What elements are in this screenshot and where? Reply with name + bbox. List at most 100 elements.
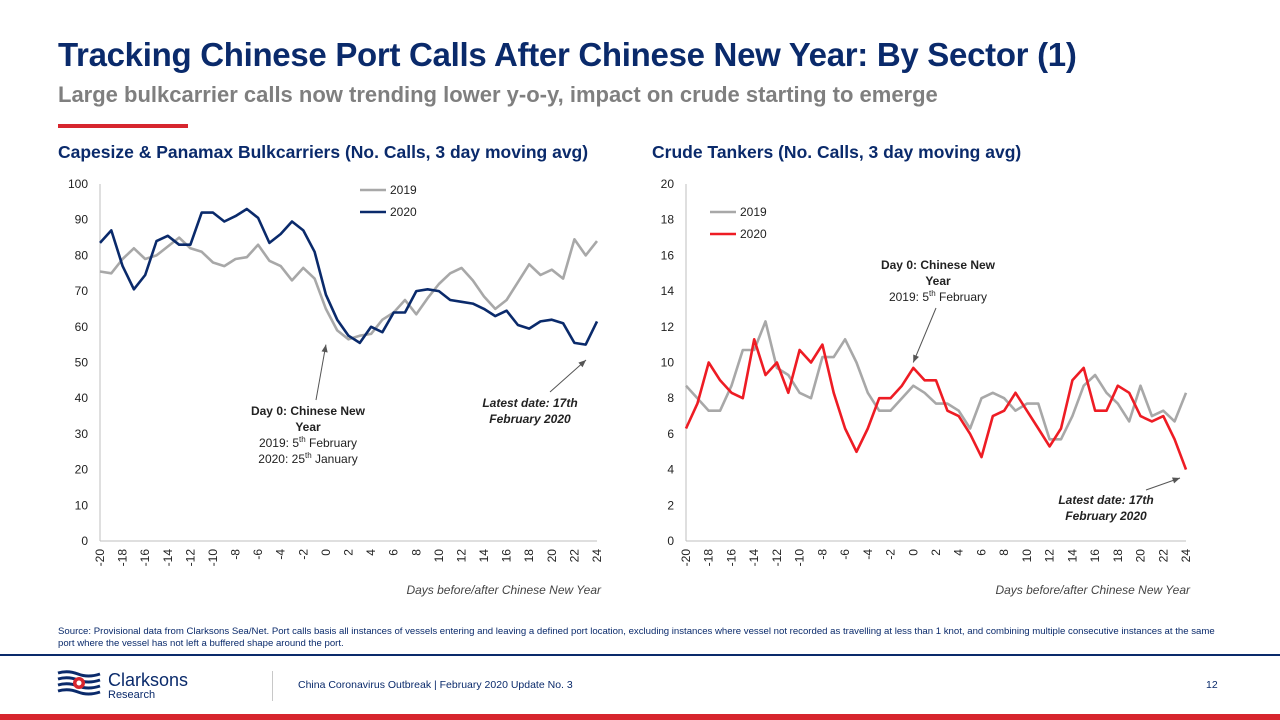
x-tick-label: 20: [1134, 549, 1148, 563]
x-tick-label: -18: [116, 549, 130, 567]
x-tick-label: -10: [793, 549, 807, 567]
source-note: Source: Provisional data from Clarksons …: [58, 626, 1215, 649]
series-line-2019: [99, 236, 599, 341]
x-tick-label: -4: [861, 549, 875, 560]
y-tick-label: 14: [661, 284, 675, 298]
x-tick-label: -6: [251, 549, 265, 560]
x-tick-label: -10: [206, 549, 220, 567]
x-tick-label: -14: [747, 549, 761, 567]
x-tick-label: 24: [590, 549, 604, 563]
page-title: Tracking Chinese Port Calls After Chines…: [58, 36, 1077, 73]
y-tick-label: 4: [667, 463, 674, 477]
report-name: China Coronavirus Outbreak | February 20…: [298, 679, 573, 691]
series-line-2020: [684, 338, 1188, 471]
x-tick-label: 22: [1156, 549, 1170, 563]
x-tick-label: -8: [815, 549, 829, 560]
x-tick-label: 8: [997, 549, 1011, 556]
day0-arrow-head: [321, 344, 328, 353]
day0-2019-label: 2019: 5th February: [889, 289, 987, 304]
x-tick-label: -18: [702, 549, 716, 567]
x-tick-label: -16: [724, 549, 738, 567]
y-tick-label: 12: [661, 320, 675, 334]
y-tick-label: 0: [81, 534, 88, 548]
latest-label-line2: February 2020: [1065, 509, 1147, 523]
page-number: 12: [1206, 679, 1218, 691]
x-tick-label: 12: [1043, 549, 1057, 563]
chart-title-crude: Crude Tankers (No. Calls, 3 day moving a…: [652, 142, 1022, 162]
y-tick-label: 2: [667, 498, 674, 512]
x-tick-label: 14: [1065, 549, 1079, 563]
x-tick-label: 0: [906, 549, 920, 556]
logo-name: Clarksons: [108, 670, 189, 690]
day0-title-line1: Day 0: Chinese New: [251, 404, 366, 418]
y-tick-label: 8: [667, 391, 674, 405]
x-tick-label: 24: [1179, 549, 1193, 563]
latest-arrow-head: [578, 360, 586, 368]
x-tick-label: 12: [454, 549, 468, 563]
y-tick-label: 6: [667, 427, 674, 441]
page-subtitle: Large bulkcarrier calls now trending low…: [58, 82, 938, 107]
x-tick-label: -2: [296, 549, 310, 560]
x-tick-label: 4: [952, 549, 966, 556]
latest-label-line1: Latest date: 17th: [1058, 493, 1153, 507]
x-tick-label: 10: [1020, 549, 1034, 563]
x-axis-label: Days before/after Chinese New Year: [406, 583, 602, 597]
x-tick-label: -20: [93, 549, 107, 567]
clarksons-flag-icon: [56, 670, 102, 698]
day0-2020-label: 2020: 25th January: [258, 451, 357, 466]
x-tick-label: -6: [838, 549, 852, 560]
latest-label-line2: February 2020: [489, 412, 571, 426]
y-tick-label: 20: [661, 177, 675, 191]
x-tick-label: 20: [545, 549, 559, 563]
x-tick-label: -8: [229, 549, 243, 560]
x-tick-label: 16: [1088, 549, 1102, 563]
y-tick-label: 18: [661, 213, 675, 227]
y-tick-label: 50: [75, 356, 89, 370]
footer-red-bar: [0, 714, 1280, 720]
x-tick-label: 18: [1111, 549, 1125, 563]
footer-divider: [0, 654, 1280, 656]
y-tick-label: 0: [667, 534, 674, 548]
x-tick-label: 14: [477, 549, 491, 563]
x-tick-label: 4: [364, 549, 378, 556]
day0-arrow: [315, 344, 327, 401]
y-tick-label: 90: [75, 213, 89, 227]
day0-arrow: [912, 307, 937, 363]
x-tick-label: -12: [770, 549, 784, 567]
day0-title-line2: Year: [925, 274, 951, 288]
day0-title-line1: Day 0: Chinese New: [881, 258, 996, 272]
x-axis-label: Days before/after Chinese New Year: [995, 583, 1191, 597]
y-tick-label: 40: [75, 391, 89, 405]
x-tick-label: -4: [274, 549, 288, 560]
day0-arrow-head: [913, 354, 919, 363]
chart-crude: 0 2 4 6 8 10 12 14 16 18 20 -20 -18 -16 -14 -12 -10 -8 -6-…: [630, 170, 1220, 615]
x-tick-label: -14: [161, 549, 175, 567]
x-tick-label: -2: [884, 549, 898, 560]
title-accent-bar: [58, 124, 188, 128]
series-line-2020: [99, 207, 599, 346]
day0-title-line2: Year: [295, 420, 321, 434]
x-tick-label: 16: [500, 549, 514, 563]
logo-subtitle: Research: [108, 689, 156, 701]
y-tick-label: 16: [661, 248, 675, 262]
legend-label-2020: 2020: [390, 205, 417, 219]
x-tick-label: 8: [409, 549, 423, 556]
y-tick-label: 80: [75, 248, 89, 262]
chart-title-bulk: Capesize & Panamax Bulkcarriers (No. Cal…: [58, 142, 589, 162]
x-tick-label: 2: [342, 549, 356, 556]
legend-label-2020: 2020: [740, 227, 767, 241]
series-line-2019: [685, 320, 1188, 441]
y-tick-label: 70: [75, 284, 89, 298]
latest-label-line1: Latest date: 17th: [482, 396, 577, 410]
x-tick-label: 22: [567, 549, 581, 563]
legend-label-2019: 2019: [740, 205, 767, 219]
y-tick-label: 60: [75, 320, 89, 334]
x-tick-label: 10: [432, 549, 446, 563]
x-tick-label: 2: [929, 549, 943, 556]
y-tick-label: 20: [75, 463, 89, 477]
y-tick-label: 10: [75, 498, 89, 512]
y-tick-label: 100: [68, 177, 88, 191]
day0-2019-label: 2019: 5th February: [259, 435, 357, 450]
